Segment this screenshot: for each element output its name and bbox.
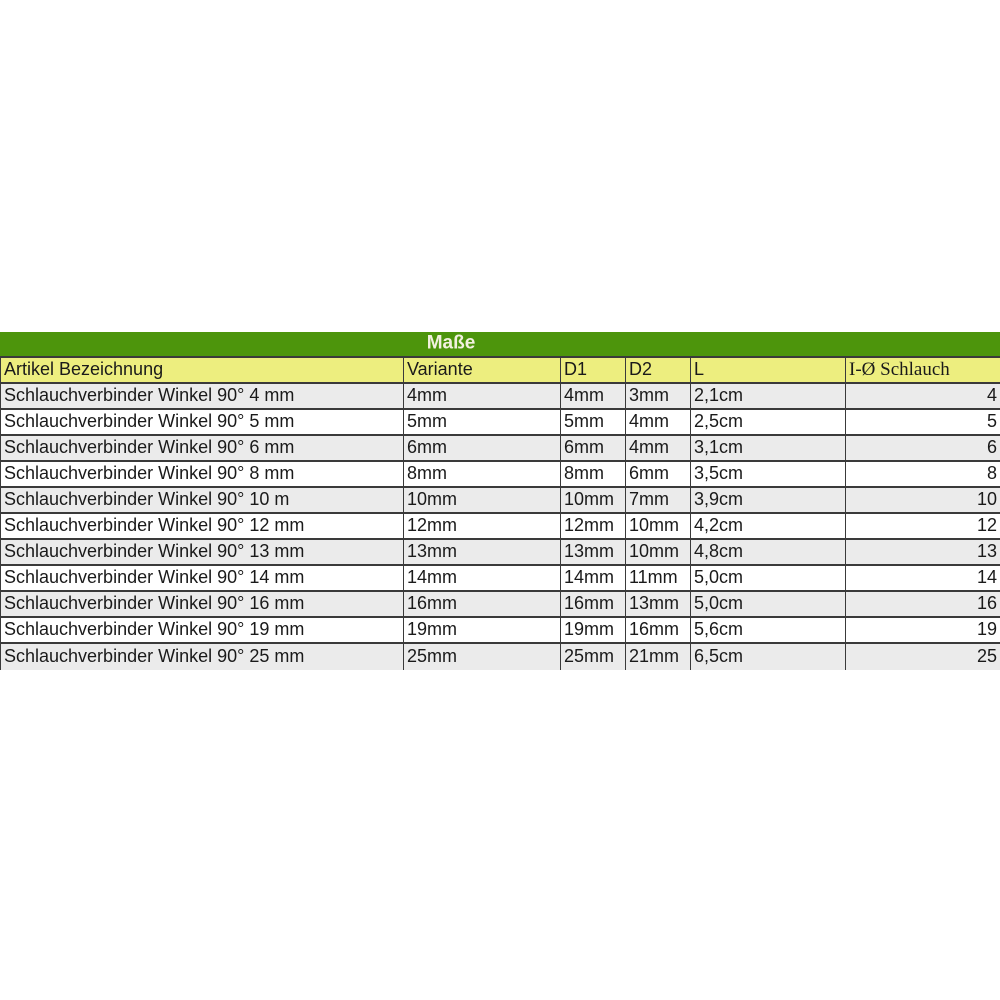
cell: 6,5cm xyxy=(691,644,846,670)
column-header-variante: Variante xyxy=(404,358,561,382)
column-header-l: L xyxy=(691,358,846,382)
cell: 4,8cm xyxy=(691,540,846,564)
cell: 16mm xyxy=(404,592,561,616)
cell: 21mm xyxy=(626,644,691,670)
cell: 8mm xyxy=(561,462,626,486)
cell: 11mm xyxy=(626,566,691,590)
cell: Schlauchverbinder Winkel 90° 25 mm xyxy=(1,644,404,670)
dimensions-table: Maße Artikel Bezeichnung Variante D1 D2 … xyxy=(0,332,1000,670)
table-row: Schlauchverbinder Winkel 90° 5 mm 5mm 5mm 4… xyxy=(0,410,1000,436)
cell: 10mm xyxy=(626,514,691,538)
table-row: Schlauchverbinder Winkel 90° 16 mm 16mm 16… xyxy=(0,592,1000,618)
cell: Schlauchverbinder Winkel 90° 8 mm xyxy=(1,462,404,486)
cell: 10mm xyxy=(626,540,691,564)
cell: 10mm xyxy=(561,488,626,512)
cell: Schlauchverbinder Winkel 90° 16 mm xyxy=(1,592,404,616)
cell: 3,1cm xyxy=(691,436,846,460)
cell: 7mm xyxy=(626,488,691,512)
cell: 16mm xyxy=(561,592,626,616)
cell: 14 xyxy=(976,567,997,587)
cell: 6mm xyxy=(626,462,691,486)
cell: Schlauchverbinder Winkel 90° 14 mm xyxy=(1,566,404,590)
table-row: Schlauchverbinder Winkel 90° 4 mm 4mm 4mm 3… xyxy=(0,384,1000,410)
cell: 5 xyxy=(986,411,997,431)
cell: 16mm xyxy=(626,618,691,642)
cell: 25mm xyxy=(404,644,561,670)
cell: 4mm xyxy=(626,410,691,434)
cell: 13mm xyxy=(404,540,561,564)
cell: 8mm xyxy=(404,462,561,486)
column-header-d2: D2 xyxy=(626,358,691,382)
table-row: Schlauchverbinder Winkel 90° 10 m 10mm 10m… xyxy=(0,488,1000,514)
cell: 12mm xyxy=(561,514,626,538)
cell: 6mm xyxy=(561,436,626,460)
cell: 5,6cm xyxy=(691,618,846,642)
cell: 25 xyxy=(976,646,997,666)
cell: 19mm xyxy=(561,618,626,642)
cell: 14mm xyxy=(404,566,561,590)
cell: 19mm xyxy=(404,618,561,642)
table-row: Schlauchverbinder Winkel 90° 14 mm 14mm 14… xyxy=(0,566,1000,592)
table-row: Schlauchverbinder Winkel 90° 13 mm 13mm 13… xyxy=(0,540,1000,566)
cell: Schlauchverbinder Winkel 90° 19 mm xyxy=(1,618,404,642)
cell: 13mm xyxy=(626,592,691,616)
cell: 3mm xyxy=(626,384,691,408)
cell: 3,9cm xyxy=(691,488,846,512)
cell: Schlauchverbinder Winkel 90° 6 mm xyxy=(1,436,404,460)
cell: Schlauchverbinder Winkel 90° 10 m xyxy=(1,488,404,512)
cell: 25mm xyxy=(561,644,626,670)
table-header-row: Artikel Bezeichnung Variante D1 D2 L I-Ø… xyxy=(0,358,1000,384)
cell: 3,5cm xyxy=(691,462,846,486)
cell: 4 xyxy=(986,385,997,405)
cell: 4mm xyxy=(626,436,691,460)
cell: 16 xyxy=(976,593,997,613)
table-body: Schlauchverbinder Winkel 90° 4 mm 4mm 4mm 3… xyxy=(0,384,1000,670)
cell: Schlauchverbinder Winkel 90° 4 mm xyxy=(1,384,404,408)
cell: 19 xyxy=(976,619,997,639)
cell: 12 xyxy=(976,515,997,535)
table-row: Schlauchverbinder Winkel 90° 6 mm 6mm 6mm 4… xyxy=(0,436,1000,462)
cell: 6mm xyxy=(404,436,561,460)
cell: 6 xyxy=(986,437,997,457)
cell: 5,0cm xyxy=(691,566,846,590)
cell: 5mm xyxy=(404,410,561,434)
cell: 5mm xyxy=(561,410,626,434)
cell: 12mm xyxy=(404,514,561,538)
cell: 5,0cm xyxy=(691,592,846,616)
table-title-row: Maße xyxy=(0,332,1000,358)
cell: 8 xyxy=(986,463,997,483)
cell: Schlauchverbinder Winkel 90° 5 mm xyxy=(1,410,404,434)
cell: 4mm xyxy=(404,384,561,408)
column-header-artikel-bezeichnung: Artikel Bezeichnung xyxy=(1,358,404,382)
table-row: Schlauchverbinder Winkel 90° 19 mm 19mm 19… xyxy=(0,618,1000,644)
cell: 14mm xyxy=(561,566,626,590)
cell: 13 xyxy=(976,541,997,561)
cell: 2,1cm xyxy=(691,384,846,408)
cell: Schlauchverbinder Winkel 90° 13 mm xyxy=(1,540,404,564)
column-header-d1: D1 xyxy=(561,358,626,382)
table-row: Schlauchverbinder Winkel 90° 8 mm 8mm 8mm 6… xyxy=(0,462,1000,488)
cell: 4mm xyxy=(561,384,626,408)
table-row: Schlauchverbinder Winkel 90° 12 mm 12mm 12… xyxy=(0,514,1000,540)
cell: 2,5cm xyxy=(691,410,846,434)
cell: Schlauchverbinder Winkel 90° 12 mm xyxy=(1,514,404,538)
cell: 10 xyxy=(976,489,997,509)
cell: 10mm xyxy=(404,488,561,512)
cell: 4,2cm xyxy=(691,514,846,538)
table-row: Schlauchverbinder Winkel 90° 25 mm 25mm 25… xyxy=(0,644,1000,670)
cell: 13mm xyxy=(561,540,626,564)
table-title: Maße xyxy=(426,332,476,354)
column-header-i-schlauch: I-Ø Schlauch xyxy=(849,358,950,380)
